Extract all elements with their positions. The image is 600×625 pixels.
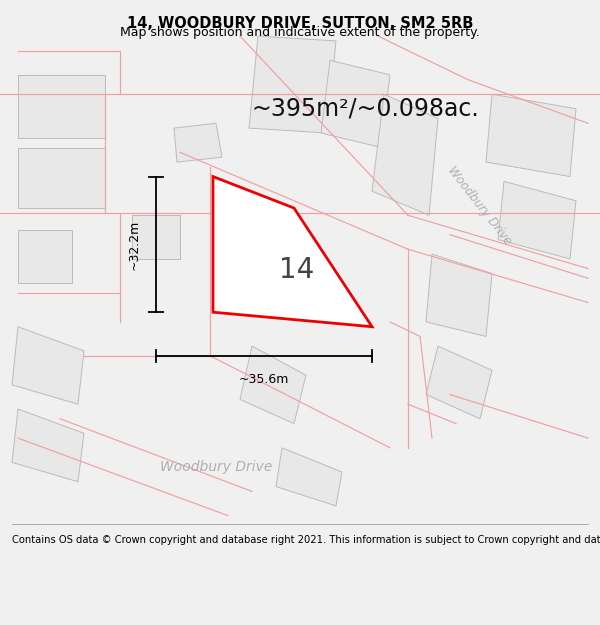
Polygon shape bbox=[132, 215, 180, 259]
Polygon shape bbox=[18, 230, 72, 283]
Polygon shape bbox=[276, 448, 342, 506]
Polygon shape bbox=[240, 346, 306, 424]
Text: Map shows position and indicative extent of the property.: Map shows position and indicative extent… bbox=[120, 26, 480, 39]
Text: Woodbury Drive: Woodbury Drive bbox=[445, 164, 515, 248]
Polygon shape bbox=[321, 60, 390, 148]
Text: ~32.2m: ~32.2m bbox=[128, 219, 141, 269]
Text: 14, WOODBURY DRIVE, SUTTON, SM2 5RB: 14, WOODBURY DRIVE, SUTTON, SM2 5RB bbox=[127, 16, 473, 31]
Polygon shape bbox=[498, 181, 576, 259]
Polygon shape bbox=[12, 327, 84, 404]
Polygon shape bbox=[372, 94, 438, 215]
Polygon shape bbox=[213, 176, 372, 327]
Text: Woodbury Drive: Woodbury Drive bbox=[160, 460, 272, 474]
Polygon shape bbox=[249, 36, 336, 133]
Text: ~395m²/~0.098ac.: ~395m²/~0.098ac. bbox=[252, 97, 480, 121]
Polygon shape bbox=[426, 254, 492, 336]
Polygon shape bbox=[12, 409, 84, 482]
Polygon shape bbox=[18, 75, 105, 138]
Text: 14: 14 bbox=[280, 256, 314, 284]
Polygon shape bbox=[486, 94, 576, 176]
Polygon shape bbox=[18, 148, 105, 208]
Text: Contains OS data © Crown copyright and database right 2021. This information is : Contains OS data © Crown copyright and d… bbox=[12, 535, 600, 545]
Polygon shape bbox=[174, 123, 222, 162]
Text: ~35.6m: ~35.6m bbox=[239, 372, 289, 386]
Polygon shape bbox=[426, 346, 492, 419]
